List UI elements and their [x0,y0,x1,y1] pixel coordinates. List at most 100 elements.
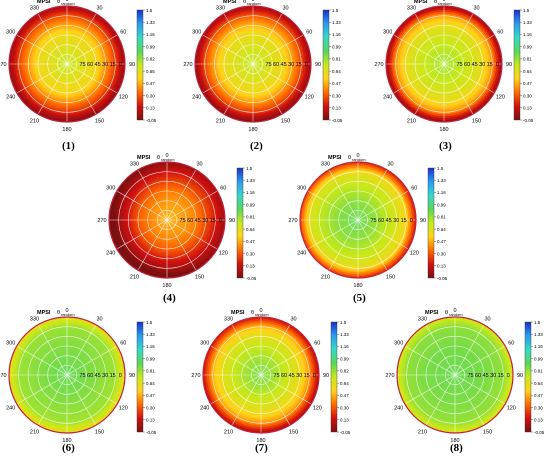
heatmap-cell [155,213,159,217]
heatmap-cell [51,49,55,54]
heatmap-cell [62,78,65,82]
heatmap-cell [426,72,431,77]
heatmap-cell [253,64,256,65]
heatmap-cell [403,68,407,75]
heatmap-cell [29,99,37,106]
heatmap-cell [165,211,168,215]
heatmap-cell [257,74,261,78]
heatmap-cell [40,26,48,32]
heatmap-cell [437,48,441,52]
heatmap-cell [259,116,268,121]
heatmap-cell [400,95,408,103]
heatmap-cell [77,43,82,48]
heatmap-cell [168,220,172,222]
heatmap-cell [55,67,59,71]
heatmap-cell [69,58,72,62]
heatmap-cell [404,100,413,108]
heatmap-cell [224,70,228,76]
heatmap-cell [269,49,274,54]
heatmap-cell [483,98,491,106]
heatmap-cell [427,22,434,27]
heatmap-cell [58,93,63,98]
heatmap-cell [430,56,435,60]
heatmap-cell [22,51,27,59]
heatmap-cell [428,46,433,51]
heatmap-cell [66,67,67,71]
heatmap-cell [271,17,279,23]
heatmap-cell [35,27,42,34]
heatmap-cell [461,38,467,44]
heatmap-cell [83,90,89,95]
heatmap-cell [28,29,35,36]
heatmap-cell [249,38,254,41]
heatmap-cell [439,28,445,32]
heatmap-cell [151,213,155,217]
heatmap-cell [276,44,281,50]
heatmap-cell [417,88,423,94]
heatmap-cell [170,220,174,221]
heatmap-cell [179,209,183,213]
heatmap-cell [165,225,167,229]
heatmap-cell [417,34,424,40]
heatmap-cell [256,76,260,80]
heatmap-cell [263,89,269,94]
heatmap-cell [215,48,220,55]
heatmap-cell [465,60,468,65]
heatmap-cell [253,42,257,45]
heatmap-cell [442,59,444,63]
heatmap-cell [166,213,168,217]
heatmap-cell [416,48,421,54]
heatmap-cell [56,37,61,41]
outer-rim [194,5,312,123]
heatmap-cell [48,104,56,110]
heatmap-cell [58,68,62,72]
heatmap-cell [477,43,483,50]
heatmap-cell [93,71,98,77]
heatmap-cell [268,35,274,40]
heatmap-cell [246,64,250,66]
heatmap-cell [29,48,34,55]
heatmap-cell [246,55,250,58]
heatmap-cell [436,6,445,9]
heatmap-cell [19,82,26,90]
heatmap-cell [420,60,423,64]
heatmap-cell [463,43,468,48]
heatmap-cell [400,80,406,88]
heatmap-cell [220,34,226,41]
heatmap-cell [183,222,187,226]
heatmap-cell [55,73,59,77]
heatmap-cell [470,51,475,57]
heatmap-cell [115,34,122,44]
heatmap-cell [239,11,247,16]
heatmap-cell [69,59,73,62]
heatmap-cell [164,220,167,222]
heatmap-cell [432,41,437,46]
heatmap-cell [102,68,106,75]
heatmap-cell [245,115,253,119]
heatmap-cell [76,26,83,31]
heatmap-cell [473,55,478,61]
heatmap-cell [446,59,450,62]
heatmap-cell [474,45,479,52]
heatmap-cell [160,219,164,221]
heatmap-cell [440,60,443,63]
heatmap-cell [162,214,165,218]
heatmap-cell [67,18,74,22]
heatmap-cell [493,57,497,65]
heatmap-cell [86,61,89,65]
heatmap-cell [237,24,244,29]
heatmap-cell [75,51,79,55]
heatmap-cell [430,54,434,58]
heatmap-cell [160,217,164,219]
colorbar-tick-label: 0.47 [332,81,341,86]
heatmap-cell [238,96,244,101]
heatmap-cell [40,107,48,113]
heatmap-cell [435,47,439,51]
heatmap-cell [213,100,222,108]
heatmap-cell [97,32,104,39]
heatmap-cell [236,99,243,104]
heatmap-cell [467,44,472,50]
heatmap-cell [438,50,442,54]
heatmap-cell [413,80,418,86]
heatmap-cell [88,9,97,16]
